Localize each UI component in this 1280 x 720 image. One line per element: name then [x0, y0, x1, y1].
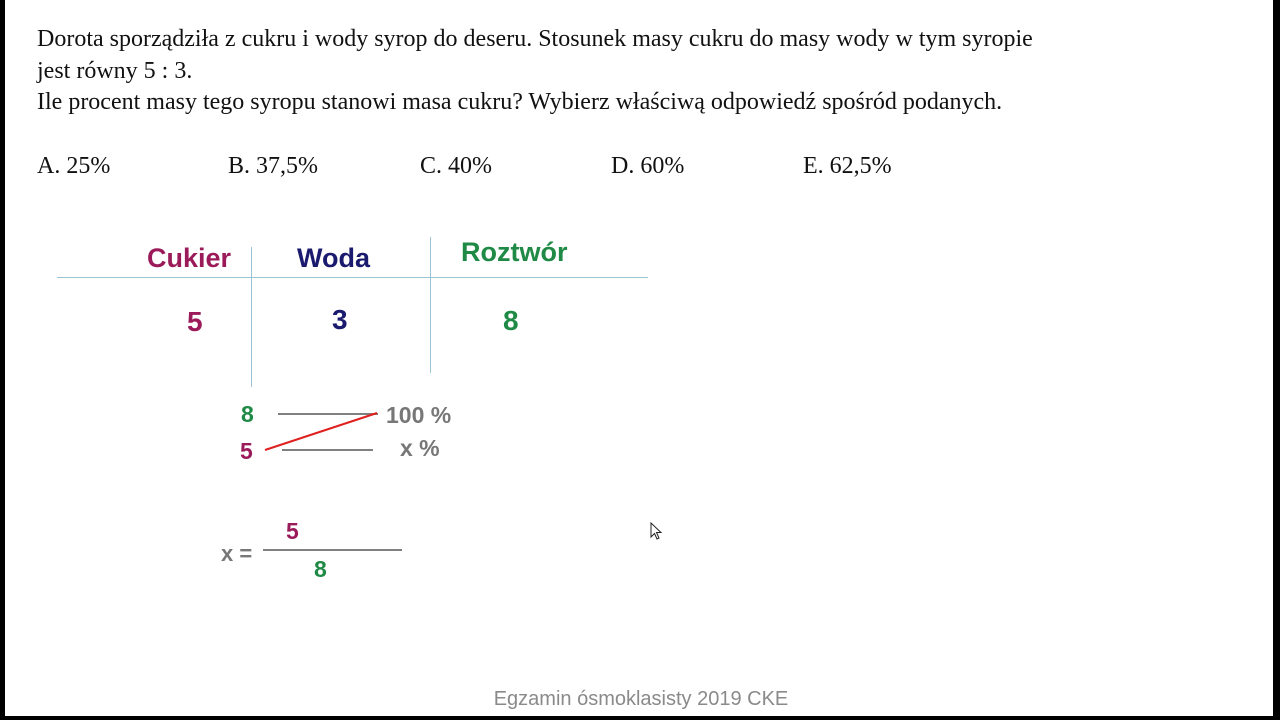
table-header-woda: Woda [297, 243, 370, 273]
proportion-line-top [278, 413, 378, 415]
table-header-roztwor: Roztwór [461, 237, 568, 267]
table-value-cukier: 5 [187, 306, 203, 337]
fraction-numerator: 5 [286, 518, 299, 544]
fraction-bar [263, 549, 402, 551]
table-value-woda: 3 [332, 304, 348, 335]
table-column-divider-1 [251, 247, 252, 387]
cross-multiplication-line [264, 412, 378, 451]
question-line-2: jest równy 5 : 3. [37, 58, 193, 84]
fraction-denominator: 8 [314, 556, 327, 582]
table-header-cukier: Cukier [147, 243, 232, 273]
mouse-cursor-icon [650, 522, 663, 540]
fraction-x-label: x = [221, 541, 253, 566]
question-line-3: Ile procent masy tego syropu stanowi mas… [37, 89, 1003, 115]
footer-source: Egzamin ósmoklasisty 2019 CKE [493, 688, 789, 710]
table-header-divider [57, 277, 648, 278]
table-value-roztwor: 8 [503, 305, 519, 336]
proportion-total-value: 8 [241, 401, 254, 427]
option-e: E. 62,5% [803, 153, 892, 179]
table-column-divider-2 [430, 237, 431, 373]
proportion-line-bottom [282, 449, 373, 451]
proportion-total-percent: 100 % [386, 402, 452, 428]
option-c: C. 40% [420, 153, 492, 179]
option-a: A. 25% [37, 153, 111, 179]
option-b: B. 37,5% [228, 153, 318, 179]
option-d: D. 60% [611, 153, 685, 179]
question-line-1: Dorota sporządziła z cukru i wody syrop … [37, 26, 1033, 52]
proportion-part-value: 5 [240, 438, 253, 464]
proportion-unknown-percent: x % [400, 435, 440, 461]
slide-canvas: Dorota sporządziła z cukru i wody syrop … [5, 0, 1273, 716]
